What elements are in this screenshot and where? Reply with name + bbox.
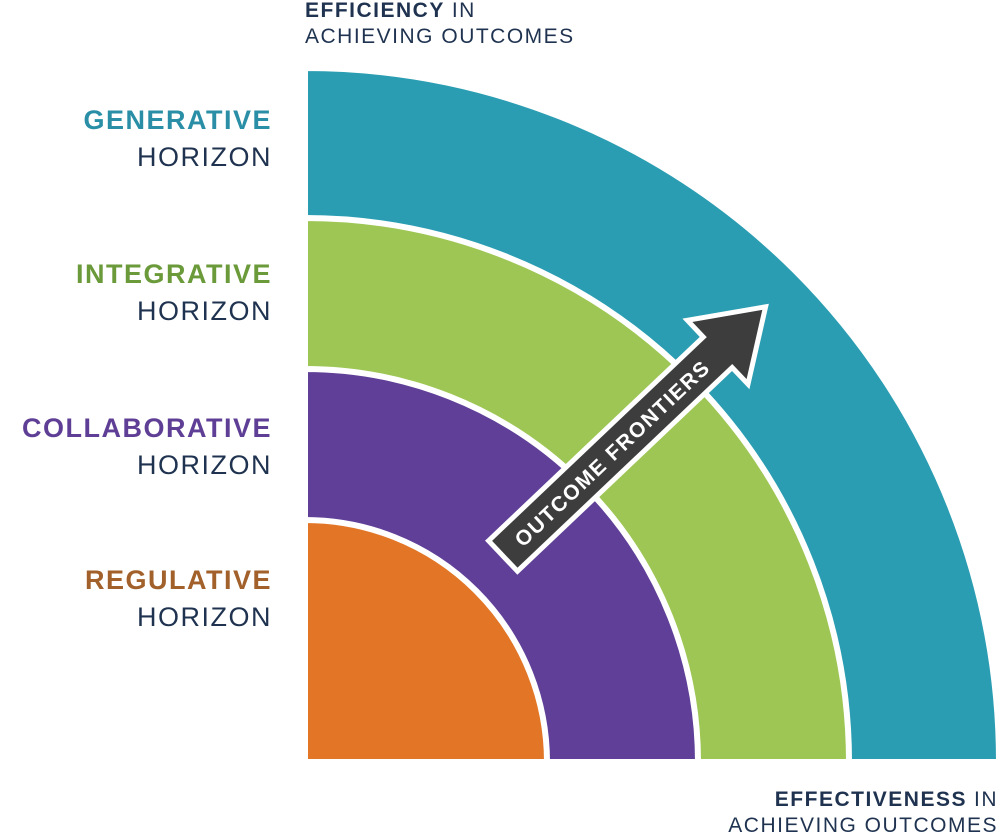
horizon-label: HORIZON <box>137 450 272 480</box>
horizon-name: INTEGRATIVE <box>76 259 272 289</box>
horizon-name: GENERATIVE <box>83 105 272 135</box>
top-axis-line2: ACHIEVING OUTCOMES <box>305 25 575 48</box>
arrow-shape <box>485 303 769 575</box>
horizon-label: HORIZON <box>137 296 272 326</box>
horizon-label: HORIZON <box>137 142 272 172</box>
bottom-axis-rest: IN <box>974 788 998 811</box>
horizon-label: HORIZON <box>137 602 272 632</box>
bottom-axis-bold: EFFECTIVENESS <box>775 788 967 811</box>
baseline-cover <box>300 762 1000 772</box>
horizon-name: COLLABORATIVE <box>22 413 272 443</box>
top-axis-line1: EFFICIENCY IN <box>305 0 476 22</box>
top-axis-bold: EFFICIENCY <box>305 0 445 22</box>
horizon-name: REGULATIVE <box>85 565 272 595</box>
top-axis-rest: IN <box>452 0 476 22</box>
regulative-ring <box>302 516 551 765</box>
leftline-cover <box>296 60 305 772</box>
bottom-axis-line2: ACHIEVING OUTCOMES <box>728 814 998 834</box>
bottom-axis-line1: EFFECTIVENESS IN <box>775 788 998 811</box>
